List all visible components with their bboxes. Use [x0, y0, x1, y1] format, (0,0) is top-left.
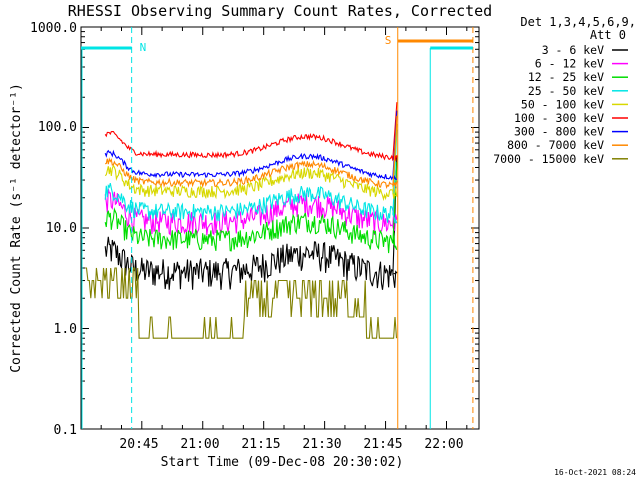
y-tick-label: 1.0: [54, 322, 77, 337]
series-line: [104, 129, 398, 224]
axis-ticks: [81, 27, 479, 430]
x-tick-label: 21:30: [302, 437, 341, 452]
series-line: [104, 162, 398, 254]
legend-label: 800 - 7000 keV: [507, 138, 604, 152]
legend-label: 25 - 50 keV: [528, 84, 604, 98]
legend-label: 12 - 25 keV: [528, 70, 604, 84]
legend-label: 6 - 12 keV: [535, 57, 604, 71]
series-line: [104, 123, 398, 202]
series-line: [104, 102, 398, 162]
series-line: [85, 267, 398, 339]
y-tick-label: 1000.0: [30, 21, 77, 36]
saa-label: S: [385, 34, 392, 47]
legend-label: 3 - 6 keV: [542, 43, 604, 57]
x-axis-title: Start Time (09-Dec-08 20:30:02): [161, 455, 404, 470]
legend-label: 50 - 100 keV: [521, 97, 604, 111]
legend-header: Att 0: [590, 28, 626, 42]
x-tick-label: 22:00: [424, 437, 463, 452]
y-tick-labels: 1000.0 100.0 10.0 1.0 0.1: [30, 21, 77, 438]
series-line: [104, 110, 398, 181]
y-tick-label: 10.0: [46, 221, 77, 236]
legend-label: 7000 - 15000 keV: [493, 152, 604, 166]
footer-timestamp: 16-Oct-2021 08:24: [554, 468, 636, 477]
legend-label: 300 - 800 keV: [514, 125, 604, 139]
annotation-layer: NS: [81, 27, 474, 429]
x-tick-labels: 20:45 21:00 21:15 21:30 21:45 22:00: [119, 437, 463, 452]
y-axis-title: Corrected Count Rate (s⁻¹ detector⁻¹): [9, 83, 24, 373]
night-label: N: [140, 41, 147, 54]
series-layer: [85, 102, 398, 339]
legend-header: Det 1,3,4,5,6,9,: [520, 15, 636, 29]
series-line: [104, 155, 398, 290]
y-tick-label: 0.1: [54, 423, 77, 438]
series-line: [105, 115, 398, 190]
y-tick-label: 100.0: [38, 120, 77, 135]
x-tick-label: 21:00: [180, 437, 219, 452]
x-tick-label: 21:45: [363, 437, 402, 452]
legend-label: 100 - 300 keV: [514, 111, 604, 125]
chart-title: RHESSI Observing Summary Count Rates, Co…: [68, 2, 492, 20]
x-tick-label: 20:45: [119, 437, 158, 452]
x-tick-label: 21:15: [241, 437, 280, 452]
